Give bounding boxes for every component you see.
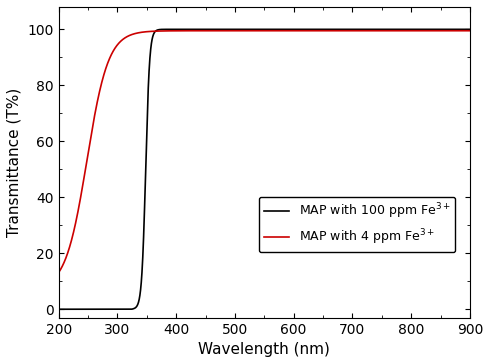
- MAP with 4 ppm Fe$^{3+}$: [214, 28, 220, 33]
- X-axis label: Wavelength (nm): Wavelength (nm): [198, 342, 330, 357]
- MAP with 4 ppm Fe$^{3+}$: [127, 33, 133, 37]
- MAP with 100 ppm Fe$^{3+}$: [459, 27, 465, 32]
- Legend: MAP with 100 ppm Fe$^{3+}$, MAP with 4 ppm Fe$^{3+}$: MAP with 100 ppm Fe$^{3+}$, MAP with 4 p…: [259, 197, 455, 252]
- Line: MAP with 4 ppm Fe$^{3+}$: MAP with 4 ppm Fe$^{3+}$: [59, 31, 470, 272]
- MAP with 100 ppm Fe$^{3+}$: [56, 307, 62, 312]
- MAP with 100 ppm Fe$^{3+}$: [415, 27, 420, 32]
- MAP with 4 ppm Fe$^{3+}$: [415, 28, 420, 33]
- MAP with 4 ppm Fe$^{3+}$: [459, 28, 465, 33]
- MAP with 4 ppm Fe$^{3+}$: [465, 28, 470, 33]
- MAP with 100 ppm Fe$^{3+}$: [103, 307, 109, 312]
- MAP with 4 ppm Fe$^{3+}$: [467, 28, 473, 33]
- MAP with 100 ppm Fe$^{3+}$: [214, 27, 220, 32]
- MAP with 100 ppm Fe$^{3+}$: [231, 27, 237, 32]
- MAP with 4 ppm Fe$^{3+}$: [103, 67, 109, 71]
- MAP with 100 ppm Fe$^{3+}$: [467, 27, 473, 32]
- MAP with 100 ppm Fe$^{3+}$: [215, 27, 220, 32]
- Line: MAP with 100 ppm Fe$^{3+}$: MAP with 100 ppm Fe$^{3+}$: [59, 29, 470, 309]
- MAP with 100 ppm Fe$^{3+}$: [127, 307, 133, 312]
- MAP with 4 ppm Fe$^{3+}$: [56, 270, 62, 274]
- Y-axis label: Transmittance (T%): Transmittance (T%): [7, 88, 22, 237]
- MAP with 4 ppm Fe$^{3+}$: [231, 28, 237, 33]
